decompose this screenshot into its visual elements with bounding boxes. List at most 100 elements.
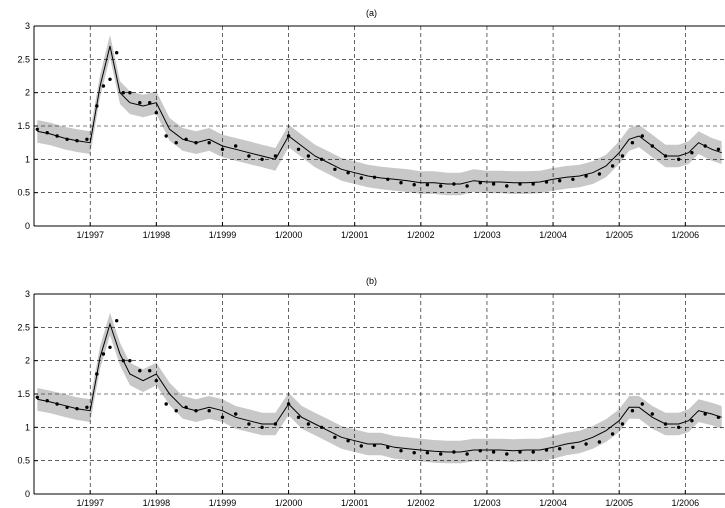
data-point	[372, 443, 377, 447]
data-point	[234, 144, 238, 148]
x-tick-label: 1/2000	[275, 230, 303, 240]
data-point	[531, 450, 535, 454]
panel-title: (b)	[366, 276, 377, 286]
data-point	[491, 182, 496, 186]
confidence-band	[37, 312, 722, 464]
y-tick-label: 2.5	[17, 54, 30, 64]
data-point	[319, 157, 324, 161]
data-point	[247, 422, 251, 426]
x-tick-label: 1/2003	[473, 230, 501, 240]
y-tick-label: 1	[25, 422, 30, 432]
x-tick-label: 1/2005	[605, 230, 633, 240]
data-point	[716, 147, 721, 151]
data-point	[620, 154, 625, 158]
data-point	[184, 405, 188, 409]
data-point	[55, 134, 59, 138]
data-point	[65, 405, 69, 409]
data-point	[690, 151, 694, 155]
y-tick-label: 0	[25, 221, 30, 231]
data-point	[584, 442, 588, 446]
data-point	[75, 407, 79, 411]
x-tick-label: 1/2006	[672, 230, 700, 240]
data-point	[703, 144, 707, 148]
data-point	[386, 177, 390, 181]
data-point	[75, 139, 79, 143]
y-tick-label: 2	[25, 88, 30, 98]
data-point	[663, 422, 668, 426]
data-point	[650, 144, 654, 148]
data-point	[558, 179, 562, 183]
data-point	[148, 101, 152, 105]
data-point	[412, 183, 416, 187]
data-point	[164, 402, 168, 406]
data-point	[597, 172, 602, 176]
data-point	[491, 450, 496, 454]
data-point	[115, 51, 119, 55]
x-tick-label: 1/1999	[209, 230, 237, 240]
series-line	[37, 322, 722, 453]
data-point	[128, 359, 132, 363]
data-point	[465, 452, 469, 456]
data-point	[154, 379, 158, 383]
data-point	[306, 422, 311, 426]
x-tick-label: 1/1999	[209, 498, 237, 508]
x-tick-label: 1/1998	[143, 230, 171, 240]
y-tick-label: 1	[25, 154, 30, 164]
data-point	[273, 154, 278, 158]
x-tick-label: 1/2003	[473, 498, 501, 508]
data-point	[108, 77, 112, 82]
x-tick-label: 1/1998	[143, 498, 171, 508]
data-point	[439, 452, 443, 456]
data-point	[703, 412, 707, 416]
data-point	[260, 157, 264, 161]
panel-a: (a) 0 0.5 1 1.5 2 2.5 3 1/1997 1/1998 1/1999 1/2000…	[17, 8, 725, 240]
data-point	[65, 137, 69, 141]
data-point	[425, 183, 430, 187]
data-point	[85, 405, 89, 409]
data-point	[273, 422, 278, 426]
grid	[34, 294, 725, 494]
panel-b: (b) 0 0.5 1 1.5 2 2.5 3 1/1997 1/1998 1/1999 1/2000…	[17, 276, 725, 508]
y-tick-label: 1.5	[17, 121, 30, 131]
data-point	[640, 134, 644, 138]
data-point	[101, 352, 106, 356]
data-point	[610, 164, 615, 168]
data-point	[306, 154, 311, 158]
x-tick-label: 1/2001	[341, 498, 369, 508]
data-point	[558, 447, 562, 451]
data-point	[234, 412, 238, 416]
data-point	[138, 101, 142, 105]
data-point	[35, 395, 39, 399]
data-point	[399, 449, 403, 453]
data-point	[296, 147, 301, 151]
data-point	[505, 184, 509, 188]
data-point	[359, 176, 363, 180]
x-tick-label: 1/2002	[407, 498, 435, 508]
x-tick-label: 1/1997	[76, 498, 104, 508]
data-point	[425, 451, 430, 455]
data-point	[372, 175, 377, 179]
data-point	[640, 402, 644, 406]
data-point	[194, 141, 198, 145]
data-point	[386, 445, 390, 449]
data-point	[128, 91, 132, 95]
data-point	[101, 84, 106, 88]
data-point	[465, 184, 469, 188]
data-point	[630, 141, 635, 145]
x-tick-label: 1/2006	[672, 498, 700, 508]
data-point	[207, 141, 211, 145]
y-tick-label: 0.5	[17, 456, 30, 466]
series-line	[37, 45, 722, 185]
y-tick-label: 0	[25, 489, 30, 499]
data-point	[452, 182, 456, 186]
data-point	[45, 399, 49, 403]
data-point	[154, 111, 158, 115]
data-point	[597, 440, 602, 444]
data-point	[115, 319, 119, 323]
data-point	[174, 141, 178, 145]
data-point	[690, 419, 694, 423]
data-point	[716, 415, 721, 419]
data-point	[121, 359, 126, 363]
data-point	[207, 409, 211, 413]
